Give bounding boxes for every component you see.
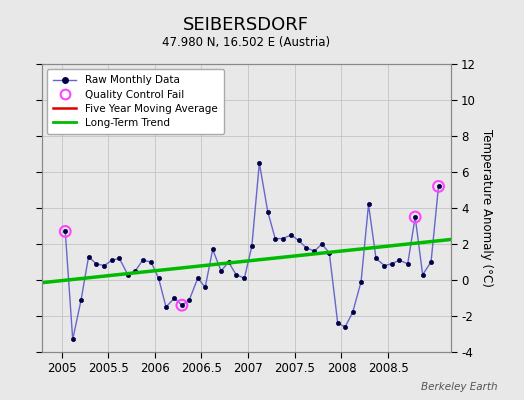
Text: 47.980 N, 16.502 E (Austria): 47.980 N, 16.502 E (Austria) [162,36,330,49]
Point [434,183,443,190]
Text: Berkeley Earth: Berkeley Earth [421,382,498,392]
Y-axis label: Temperature Anomaly (°C): Temperature Anomaly (°C) [480,129,493,287]
Point [411,214,419,220]
Text: SEIBERSDORF: SEIBERSDORF [183,16,309,34]
Legend: Raw Monthly Data, Quality Control Fail, Five Year Moving Average, Long-Term Tren: Raw Monthly Data, Quality Control Fail, … [47,69,224,134]
Point [178,302,186,308]
Point [61,228,70,234]
